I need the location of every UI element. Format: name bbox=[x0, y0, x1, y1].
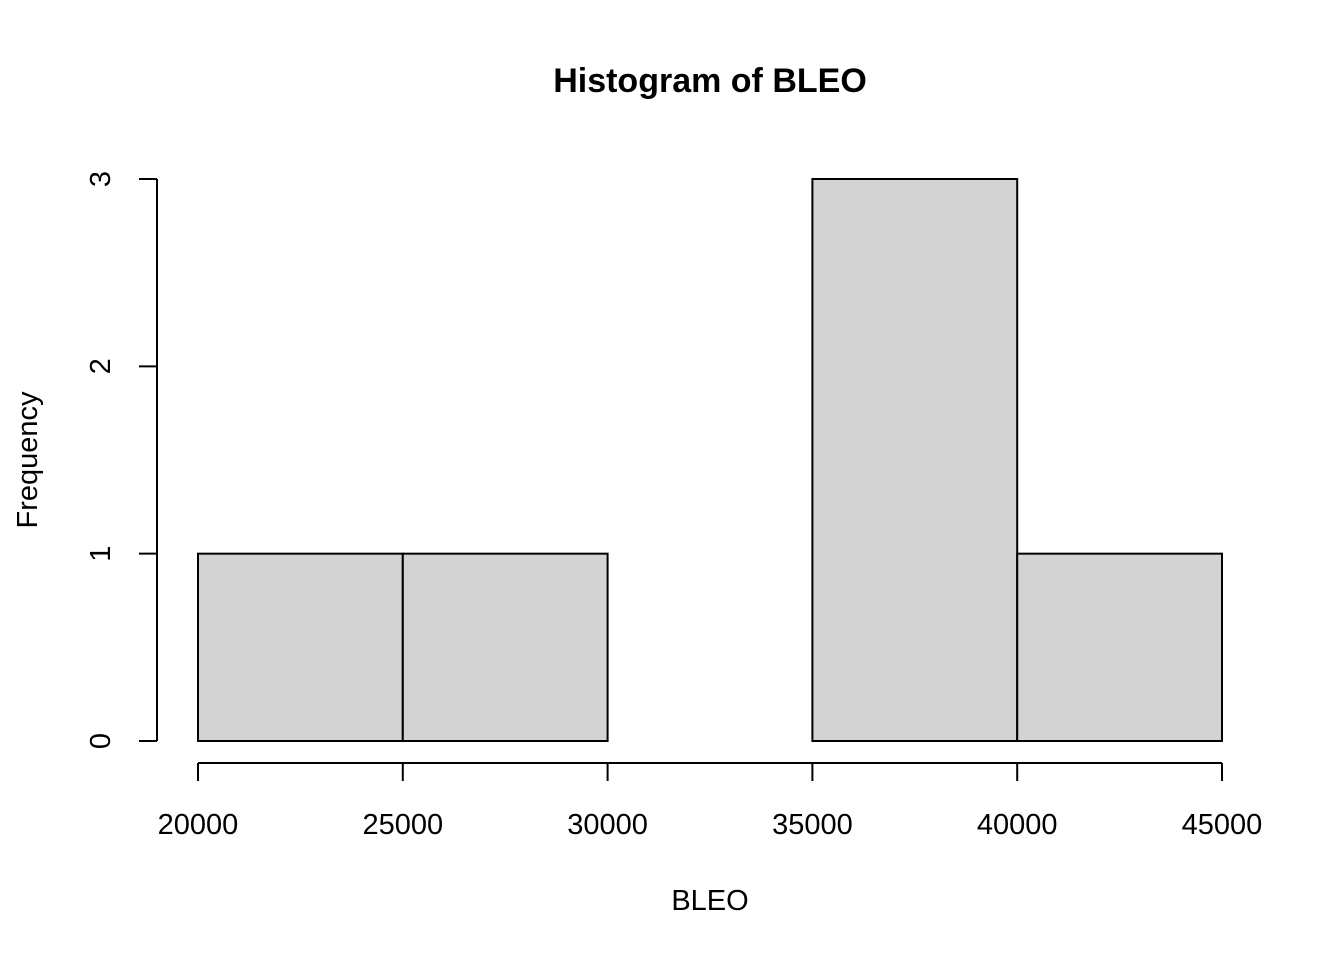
x-tick-label: 35000 bbox=[772, 809, 853, 841]
x-tick-label: 20000 bbox=[158, 809, 239, 841]
y-tick-label: 3 bbox=[85, 171, 117, 187]
y-tick-label: 1 bbox=[85, 546, 117, 562]
y-tick-label: 0 bbox=[85, 733, 117, 749]
histogram-bar bbox=[401, 552, 609, 743]
histogram-bar bbox=[1016, 552, 1224, 743]
y-tick-label: 2 bbox=[85, 358, 117, 374]
y-axis-label: Frequency bbox=[12, 391, 44, 529]
bars-group bbox=[197, 178, 1224, 743]
chart-title: Histogram of BLEO bbox=[553, 62, 867, 100]
x-axis: 20000 25000 30000 35000 40000 45000 bbox=[158, 762, 1263, 841]
y-axis: 0 1 2 3 bbox=[85, 171, 158, 749]
x-tick-label: 45000 bbox=[1182, 809, 1263, 841]
histogram-bar bbox=[811, 178, 1019, 742]
histogram-bar bbox=[197, 552, 404, 743]
x-axis-label: BLEO bbox=[671, 885, 748, 917]
x-tick-label: 40000 bbox=[977, 809, 1058, 841]
x-tick-label: 25000 bbox=[362, 809, 443, 841]
x-tick-label: 30000 bbox=[567, 809, 648, 841]
